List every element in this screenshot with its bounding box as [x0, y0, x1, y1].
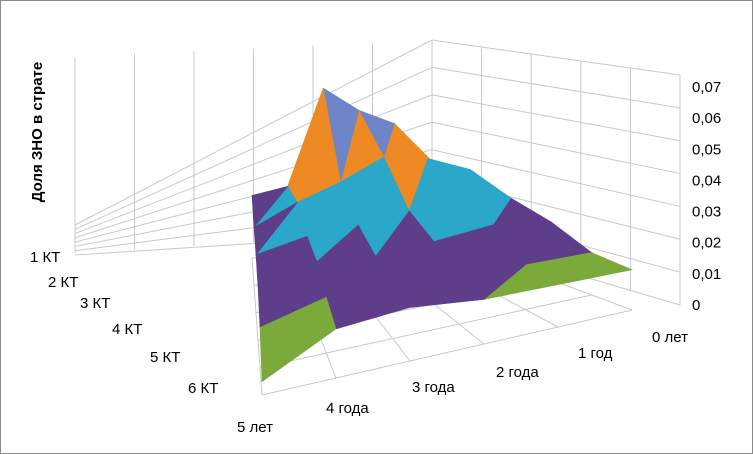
year-tick-label: 0 лет: [652, 329, 688, 346]
year-tick-label: 1 год: [578, 345, 613, 362]
floor-grid-line: [261, 309, 633, 396]
grid-line: [431, 149, 681, 207]
z-tick-label: 0,06: [692, 110, 721, 127]
z-tick-label: 0,01: [692, 266, 721, 283]
year-tick-label: 3 года: [412, 379, 455, 396]
surface-facet: [259, 297, 327, 383]
kt-tick-label: 6 КТ: [188, 380, 218, 397]
year-tick-label: 5 лет: [237, 419, 273, 436]
kt-tick-label: 1 КТ: [30, 249, 60, 266]
floor-grid-line: [251, 257, 263, 396]
surface-layer: [251, 87, 634, 383]
z-tick-label: 0,03: [692, 204, 721, 221]
year-tick-label: 2 года: [496, 364, 539, 381]
surface-facet: [251, 185, 289, 229]
z-axis-title: Доля ЗНО в страте: [29, 62, 46, 202]
grid-line: [431, 121, 681, 175]
grid-line: [431, 39, 681, 76]
kt-tick-label: 5 КТ: [150, 349, 180, 366]
z-tick-label: 0,02: [692, 235, 721, 252]
surface-facet: [255, 236, 308, 288]
surface-facet: [253, 202, 298, 256]
kt-tick-label: 3 КТ: [80, 295, 110, 312]
z-tick-label: 0,05: [692, 141, 721, 158]
kt-tick-label: 2 КТ: [48, 274, 78, 291]
z-tick-label: 0,04: [692, 172, 721, 189]
kt-tick-label: 4 КТ: [112, 321, 142, 338]
year-tick-label: 4 года: [326, 400, 369, 417]
z-tick-label: 0: [692, 297, 700, 314]
grid-line: [431, 94, 681, 142]
floor-grid-line: [259, 294, 592, 369]
z-tick-label: 0,07: [692, 79, 721, 96]
surface-facet: [257, 260, 317, 329]
label-layer: 0 0,01 0,02 0,03 0,04 0,05 0,06 0,07 1 КТ 2 КТ3 К…: [30, 79, 721, 436]
grid-line: [431, 66, 681, 109]
